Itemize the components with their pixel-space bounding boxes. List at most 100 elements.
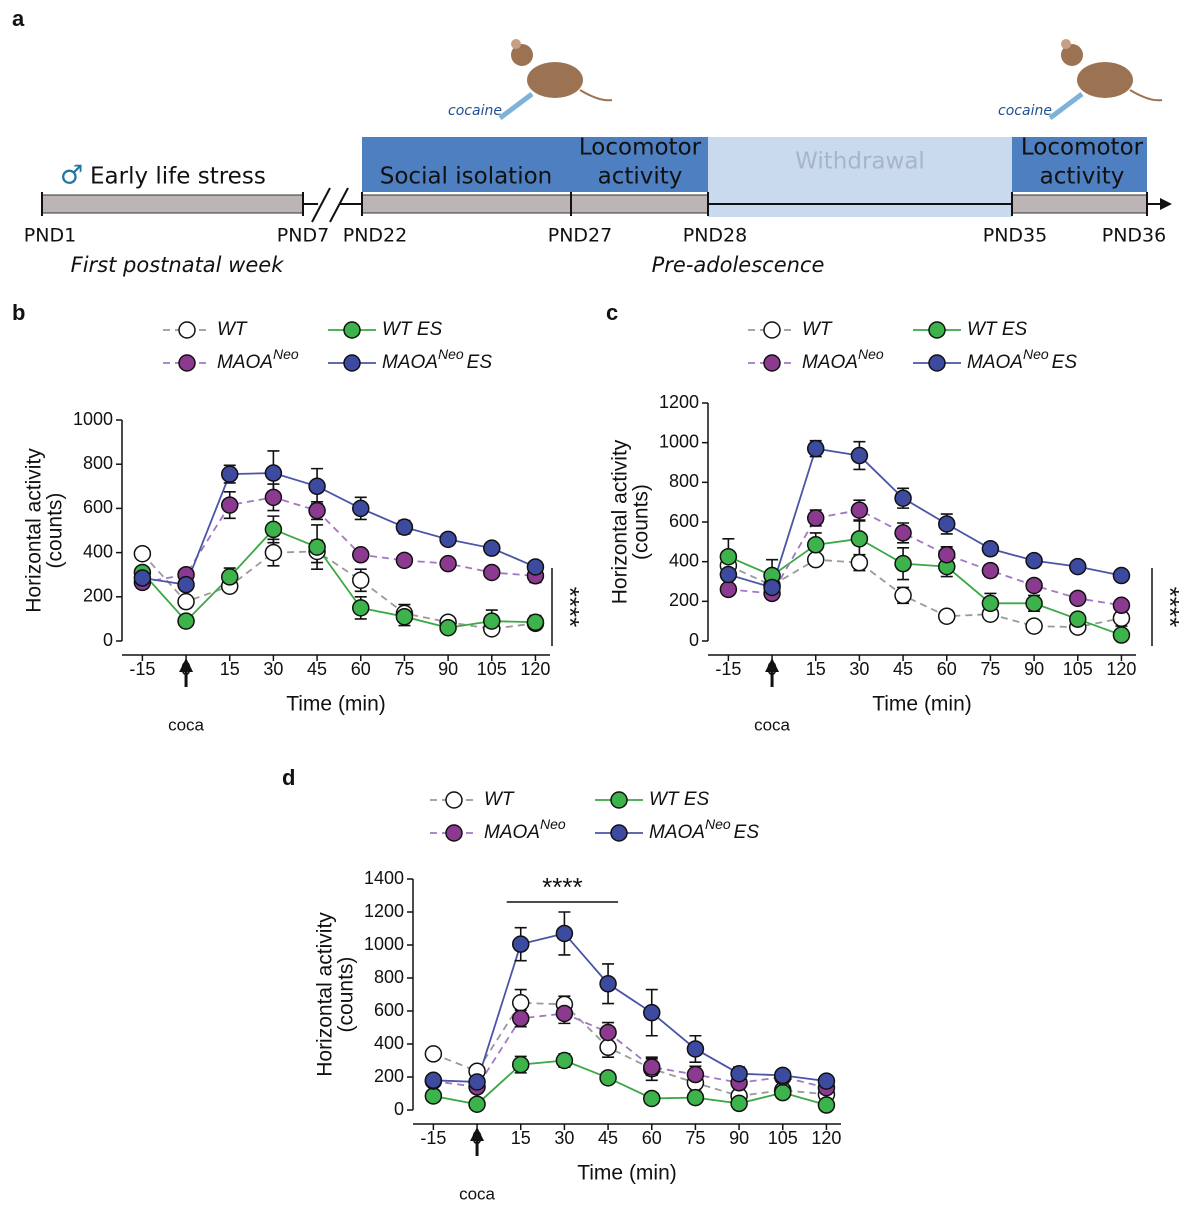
x-tick-label: 15 [220, 659, 240, 679]
legend-name: WT ES [649, 789, 709, 810]
annotation-text: coca [459, 1184, 495, 1203]
block-label: Locomotor [579, 135, 702, 161]
x-tick-label: 45 [307, 659, 327, 679]
block-label: Withdrawal [795, 149, 925, 175]
y-tick-label: 400 [83, 541, 113, 561]
legend-marker [179, 322, 195, 338]
y-tick-label: 800 [374, 967, 404, 987]
timeline-arrow [1160, 198, 1172, 210]
data-point [982, 563, 998, 579]
data-point [469, 1096, 485, 1112]
male-symbol: ♂ [60, 161, 83, 191]
data-point [939, 547, 955, 563]
timeline-segment [571, 195, 708, 213]
data-point [851, 502, 867, 518]
data-point [222, 569, 238, 585]
panel-label: b [12, 300, 25, 325]
data-point [556, 1005, 572, 1021]
x-tick-label: 45 [598, 1128, 618, 1148]
data-point [644, 1059, 660, 1075]
legend-name: MAOA [649, 822, 705, 843]
legend-superscript: Neo [1023, 346, 1049, 362]
series-line [142, 497, 535, 582]
data-point [600, 976, 616, 992]
y-tick-label: 0 [394, 1099, 404, 1119]
data-point [1026, 553, 1042, 569]
data-point [687, 1090, 703, 1106]
x-tick-label: 75 [685, 1128, 705, 1148]
legend-name: MAOA [484, 822, 540, 843]
y-tick-label: 0 [103, 630, 113, 650]
legend-label: MAOANeoES [967, 346, 1077, 373]
data-point [851, 448, 867, 464]
y-tick-label: 600 [83, 497, 113, 517]
panel-a: a ♂ Early life stress Social isolation L… [12, 6, 1172, 277]
period-label: First postnatal week [71, 253, 285, 277]
y-tick-label: 400 [669, 550, 699, 570]
legend-suffix: ES [1052, 352, 1078, 373]
x-tick-label: 30 [849, 659, 869, 679]
data-point [396, 519, 412, 535]
legend-label: WT ES [382, 319, 442, 340]
data-point [808, 510, 824, 526]
data-point [720, 581, 736, 597]
legend-marker [344, 355, 360, 371]
mouse-icon: cocaine [448, 39, 612, 119]
data-point [265, 465, 281, 481]
data-point [720, 567, 736, 583]
data-point [353, 500, 369, 516]
data-point [353, 600, 369, 616]
y-tick-label: 200 [669, 590, 699, 610]
series-line [433, 933, 826, 1081]
legend-superscript: Neo [438, 346, 464, 362]
block-label: activity [598, 164, 683, 190]
data-point [265, 545, 281, 561]
x-tick-label: 105 [768, 1128, 798, 1148]
data-point [895, 490, 911, 506]
y-tick-label: 1200 [659, 392, 699, 412]
x-tick-label: -15 [715, 659, 741, 679]
x-tick-label: 60 [937, 659, 957, 679]
legend-name: WT ES [967, 319, 1027, 340]
series-line [728, 560, 1121, 627]
x-axis-label: Time (min) [286, 693, 386, 716]
drug-label: cocaine [998, 103, 1052, 119]
data-point [895, 556, 911, 572]
series-line [433, 1013, 826, 1087]
legend-marker [764, 355, 780, 371]
legend-marker [446, 792, 462, 808]
data-point [309, 539, 325, 555]
annotation-text: coca [168, 715, 204, 734]
data-point [808, 441, 824, 457]
data-point [1070, 611, 1086, 627]
data-point [265, 489, 281, 505]
legend-label: MAOANeo [217, 346, 299, 373]
series-line [728, 510, 1121, 605]
y-axis-label: (counts) [630, 484, 653, 560]
data-point [1070, 590, 1086, 606]
stress-label: Early life stress [90, 164, 266, 190]
data-point [513, 1010, 529, 1026]
y-tick-label: 1200 [364, 901, 404, 921]
legend-name: MAOA [802, 352, 858, 373]
data-point [775, 1085, 791, 1101]
data-point [775, 1067, 791, 1083]
x-tick-label: -15 [420, 1128, 446, 1148]
data-point [687, 1067, 703, 1083]
legend-label: WT ES [649, 789, 709, 810]
data-point [396, 609, 412, 625]
x-tick-label: 105 [1063, 659, 1093, 679]
data-point [527, 614, 543, 630]
x-tick-label: 120 [1106, 659, 1136, 679]
annotation-text: coca [754, 715, 790, 734]
legend-name: WT [484, 789, 515, 810]
y-tick-label: 1000 [73, 409, 113, 429]
legend-label: WT [217, 319, 248, 340]
data-point [513, 936, 529, 952]
data-point [982, 595, 998, 611]
legend-superscript: Neo [858, 346, 884, 362]
data-point [556, 1053, 572, 1069]
data-point [895, 525, 911, 541]
timeline-segment [42, 195, 303, 213]
